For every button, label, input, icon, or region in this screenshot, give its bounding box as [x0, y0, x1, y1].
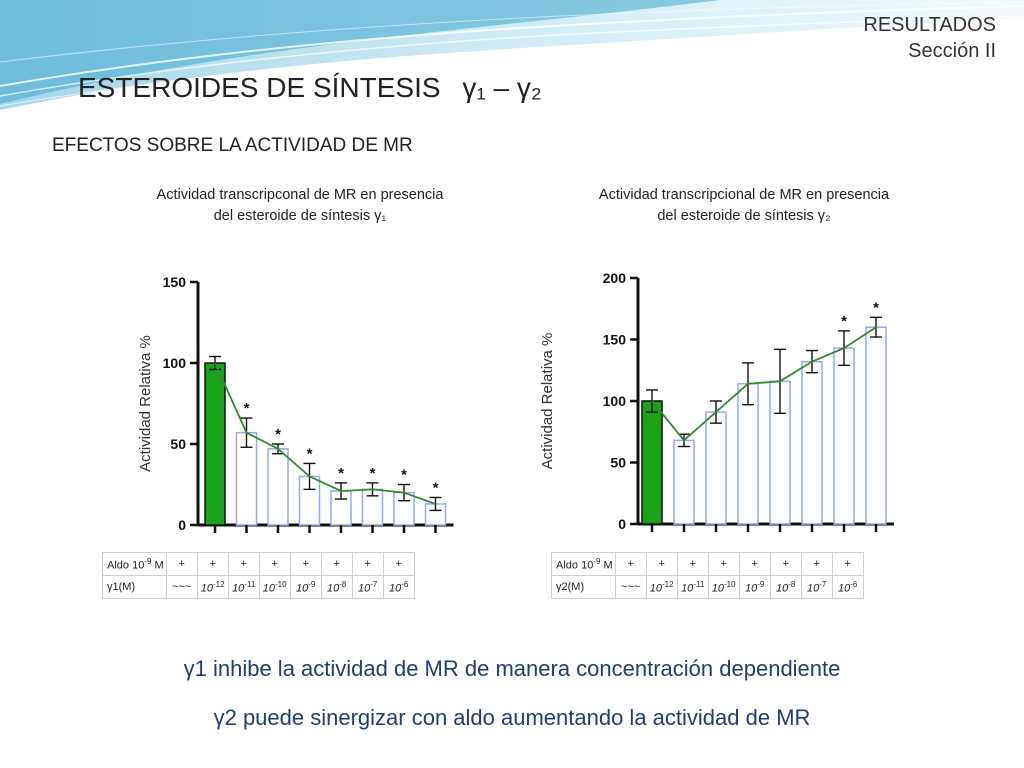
table-cell: ~~~ [165, 575, 198, 599]
chart1-significance-star: * [275, 426, 281, 443]
chart1-ylabel: Actividad Relativa % [137, 335, 154, 472]
chart1-significance-star: * [370, 465, 376, 482]
table-row: Aldo 10-9 M + + + + + + + + [102, 552, 415, 576]
table-cell: + [800, 552, 833, 576]
chart1-significance-star: * [338, 465, 344, 482]
table-row: γ1(M) ~~~ 10-12 10-11 10-10 10-9 10-8 10-7 10-6 [102, 575, 415, 599]
conclusion-2-text: puede sinergizar con aldo aumentando la … [236, 705, 811, 730]
page-subtitle: EFECTOS SOBRE LA ACTIVIDAD DE MR [52, 135, 413, 156]
chart1-significance-star: * [244, 400, 250, 417]
page-title-text: ESTEROIDES DE SÍNTESIS [78, 72, 441, 103]
chart1-title: Actividad transcripconal de MR en presen… [120, 185, 480, 227]
chart2-ytick-label: 200 [603, 270, 627, 286]
table-cell: + [196, 552, 229, 576]
chart2-bar [865, 326, 887, 525]
chart2-significance-star: * [873, 299, 879, 316]
chart2-ylabel: Actividad Relativa % [539, 333, 556, 470]
table-cell: + [351, 552, 384, 576]
table-row-label: Aldo 10-9 M [551, 552, 616, 576]
table-cell: 10-6 [831, 575, 864, 599]
table-cell: 10-7 [800, 575, 833, 599]
table-cell: + [831, 552, 864, 576]
chart2-conditions-table: Aldo 10-9 M + + + + + + + + γ2(M) ~~~ 10-12 10-11… [551, 552, 864, 599]
chart1-conditions-table: Aldo 10-9 M + + + + + + + + γ1(M) ~~~ 10-12 10-11… [102, 552, 415, 599]
table-cell: 10-8 [320, 575, 353, 599]
table-cell: 10-11 [676, 575, 709, 599]
table-cell: + [258, 552, 291, 576]
conclusion-2: γ2 puede sinergizar con aldo aumentando … [0, 705, 1024, 731]
table-cell: 10-9 [738, 575, 771, 599]
table-cell: + [645, 552, 678, 576]
chart1-title-line2: del esteroide de síntesis γ₁ [213, 208, 387, 224]
table-cell: 10-12 [645, 575, 678, 599]
table-cell: 10-7 [351, 575, 384, 599]
table-row-label: γ1(M) [102, 575, 167, 599]
chart1-ytick-label: 100 [163, 355, 187, 371]
table-cell: 10-10 [707, 575, 740, 599]
table-cell: 10-10 [258, 575, 291, 599]
chart2-ytick-label: 100 [603, 393, 627, 409]
conclusion-1-text: inhibe la actividad de MR de manera conc… [206, 656, 841, 681]
chart1-significance-star: * [307, 445, 313, 462]
table-cell: + [289, 552, 322, 576]
table-cell: 10-6 [382, 575, 415, 599]
chart1-bar [267, 448, 289, 526]
chart2-trend-line [651, 326, 877, 442]
table-cell: + [707, 552, 740, 576]
chart1-gamma1: Actividad Relativa % 0 50 100 150 * * * * * * * [137, 274, 454, 533]
table-row: γ2(M) ~~~ 10-12 10-11 10-10 10-9 10-8 10-7 10-6 [551, 575, 864, 599]
table-cell: + [227, 552, 260, 576]
chart2-bar [673, 439, 695, 525]
conclusion-2-symbol: γ2 [213, 705, 237, 730]
page-title: ESTEROIDES DE SÍNTESIS γ₁ – γ₂ [78, 72, 542, 104]
chart2-ytick-label: 0 [618, 516, 626, 532]
chart2-gamma2: Actividad Relativa % 0 50 100 150 200 * * [539, 270, 894, 532]
table-row: Aldo 10-9 M + + + + + + + + [551, 552, 864, 576]
chart2-ytick-label: 50 [610, 455, 626, 471]
table-cell: 10-11 [227, 575, 260, 599]
chart2-title-line2: del esteroide de síntesis γ₂ [657, 208, 831, 224]
section-header: RESULTADOS Sección II [863, 12, 996, 64]
chart2-title: Actividad transcripcional de MR en prese… [564, 185, 924, 227]
table-row-label: Aldo 10-9 M [102, 552, 167, 576]
table-row-label: γ2(M) [551, 575, 616, 599]
table-cell: + [769, 552, 802, 576]
section-header-line1: RESULTADOS [863, 14, 996, 36]
conclusion-1-symbol: γ1 [183, 656, 207, 681]
table-cell: 10-9 [289, 575, 322, 599]
chart2-significance-star: * [841, 313, 847, 330]
chart1-ytick-label: 50 [170, 436, 186, 452]
table-cell: + [614, 552, 647, 576]
chart1-title-line1: Actividad transcripconal de MR en presen… [156, 187, 444, 203]
table-cell: ~~~ [614, 575, 647, 599]
table-cell: 10-8 [769, 575, 802, 599]
table-cell: + [676, 552, 709, 576]
table-cell: + [165, 552, 198, 576]
chart2-bar [833, 347, 855, 525]
chart2-bar [705, 411, 727, 525]
chart1-ytick-label: 0 [178, 517, 186, 533]
section-header-line2: Sección II [908, 40, 996, 62]
table-cell: + [382, 552, 415, 576]
chart2-ytick-label: 150 [603, 332, 627, 348]
chart2-bar [801, 360, 823, 525]
chart1-bar [204, 362, 226, 526]
conclusion-1: γ1 inhibe la actividad de MR de manera c… [0, 656, 1024, 682]
chart2-bar [641, 400, 663, 525]
chart2-title-line1: Actividad transcripcional de MR en prese… [598, 187, 890, 203]
chart1-significance-star: * [401, 467, 407, 484]
page-title-symbols: γ₁ – γ₂ [462, 72, 542, 103]
table-cell: 10-12 [196, 575, 229, 599]
chart1-trend-line [214, 362, 436, 505]
table-cell: + [320, 552, 353, 576]
table-cell: + [738, 552, 771, 576]
chart1-significance-star: * [433, 479, 439, 496]
chart1-ytick-label: 150 [163, 274, 187, 290]
